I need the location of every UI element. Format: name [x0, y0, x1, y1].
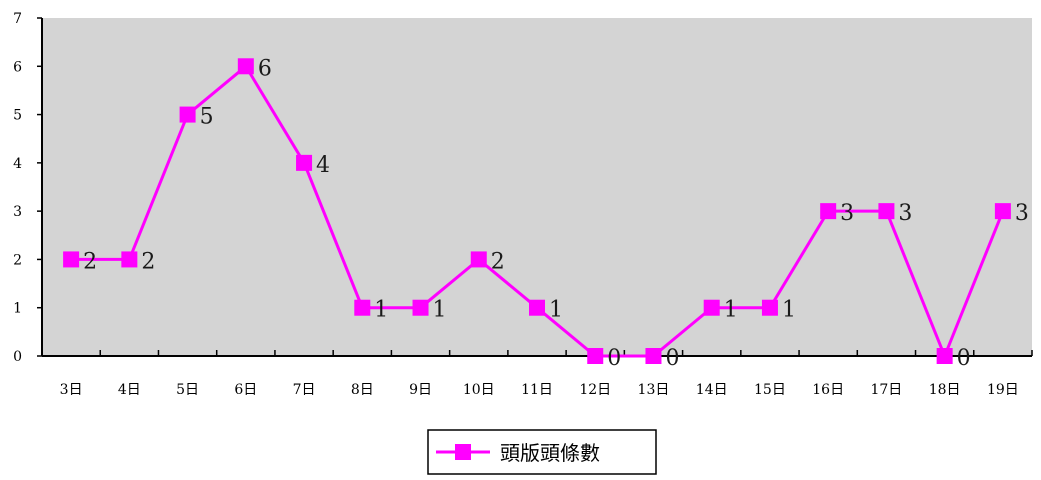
y-tick-label: 2	[13, 252, 22, 268]
data-point	[994, 203, 1011, 220]
legend-label: 頭版頭條數	[500, 441, 600, 465]
plot-area	[42, 18, 1032, 356]
data-label: 1	[433, 298, 447, 323]
x-tick-label: 9日	[409, 382, 432, 398]
data-label: 1	[782, 298, 796, 323]
x-tick-label: 10日	[463, 382, 495, 398]
data-point	[296, 154, 313, 171]
data-labels: 2 2 5 6 4 1 1 2 1 0 0 1 1 3 3 0 3	[83, 56, 1029, 371]
x-tick-label: 13日	[638, 382, 670, 398]
axes	[41, 18, 1032, 357]
data-point	[761, 299, 778, 316]
data-point	[529, 299, 545, 316]
y-tick-label: 0	[13, 349, 22, 365]
y-axis-ticks: 0 1 2 3 4 5 6 7	[13, 11, 42, 365]
y-tick-label: 4	[13, 156, 22, 172]
data-point	[587, 348, 604, 364]
legend: 頭版頭條數	[427, 429, 657, 475]
data-label: 2	[83, 249, 97, 274]
data-point	[121, 251, 138, 268]
data-point	[354, 299, 371, 316]
x-tick-label: 12日	[579, 382, 611, 398]
x-tick-label: 14日	[696, 382, 728, 398]
data-label: 5	[200, 105, 214, 130]
data-label: 3	[840, 201, 854, 226]
legend-marker	[455, 444, 471, 460]
x-tick-label: 3日	[60, 382, 83, 398]
x-tick-label: 7日	[293, 382, 316, 398]
data-label: 1	[724, 298, 738, 323]
data-point	[645, 348, 662, 364]
data-point	[470, 251, 487, 268]
data-point	[179, 106, 196, 123]
x-axis-ticks: 3日 4日 5日 6日 7日 8日 9日 10日 11日 12日 13日 14日 15日 16日 17日 18…	[41, 350, 1033, 398]
data-point	[237, 58, 254, 75]
x-tick-label: 15日	[754, 382, 786, 398]
data-label: 3	[898, 201, 912, 226]
x-tick-label: 17日	[870, 382, 902, 398]
x-tick-label: 18日	[929, 382, 961, 398]
x-tick-label: 5日	[176, 382, 199, 398]
x-tick-label: 16日	[812, 382, 844, 398]
x-tick-label: 19日	[987, 382, 1019, 398]
x-tick-label: 6日	[234, 382, 257, 398]
data-point	[703, 299, 720, 316]
data-label: 0	[607, 346, 621, 371]
data-label: 0	[957, 346, 971, 371]
data-label: 1	[374, 298, 388, 323]
data-point	[412, 299, 429, 316]
y-tick-label: 6	[13, 59, 22, 75]
data-label: 2	[141, 249, 155, 274]
data-label: 4	[316, 153, 330, 178]
y-tick-label: 1	[13, 301, 22, 317]
data-point	[63, 251, 80, 268]
data-label: 0	[665, 346, 679, 371]
data-label: 2	[491, 249, 505, 274]
data-label: 1	[549, 298, 563, 323]
data-point	[820, 203, 837, 220]
x-tick-label: 11日	[521, 382, 553, 398]
data-label: 3	[1015, 201, 1029, 226]
x-tick-label: 4日	[118, 382, 141, 398]
x-tick-label: 8日	[351, 382, 374, 398]
y-tick-label: 5	[13, 108, 22, 124]
data-point	[878, 203, 895, 220]
y-tick-label: 7	[13, 11, 22, 27]
data-point	[936, 348, 953, 364]
y-tick-label: 3	[13, 204, 22, 220]
series-layer	[63, 58, 1011, 364]
data-label: 6	[258, 56, 272, 81]
